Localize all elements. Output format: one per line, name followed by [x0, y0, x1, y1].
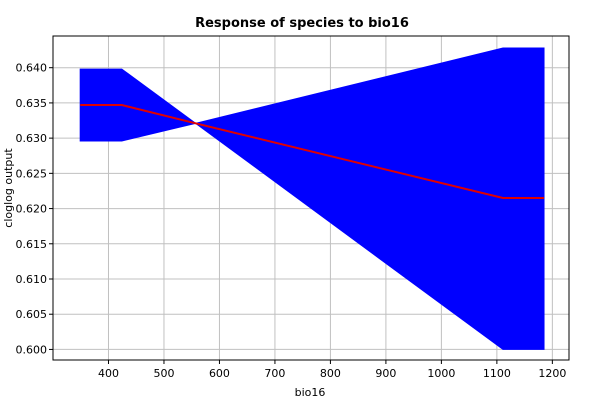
y-axis-label: cloglog output — [2, 148, 15, 228]
plot-frame — [52, 35, 570, 361]
y-axis-ticks: 0.600 0.605 0.610 0.615 0.620 0.625 0.630 0.635… — [16, 62, 53, 356]
x-tick-label: 900 — [375, 367, 396, 380]
y-tick-label: 0.625 — [16, 167, 48, 180]
x-tick-label: 400 — [98, 367, 119, 380]
mean-line-layer — [80, 104, 545, 199]
x-tick-label: 800 — [320, 367, 341, 380]
x-tick-label: 500 — [153, 367, 174, 380]
y-tick-label: 0.630 — [16, 132, 48, 145]
mean-response-line — [80, 104, 545, 199]
y-tick-label: 0.615 — [16, 238, 48, 251]
y-tick-label: 0.640 — [16, 62, 48, 75]
x-axis-ticks: 400 500 600 700 800 900 1000 1100 1200 — [98, 360, 566, 380]
y-tick-label: 0.600 — [16, 343, 48, 356]
x-tick-label: 1200 — [538, 367, 566, 380]
y-tick-label: 0.620 — [16, 203, 48, 216]
x-tick-label: 1000 — [427, 367, 455, 380]
x-tick-label: 1100 — [483, 367, 511, 380]
y-tick-label: 0.605 — [16, 308, 48, 321]
x-tick-label: 700 — [264, 367, 285, 380]
y-tick-label: 0.610 — [16, 273, 48, 286]
x-tick-label: 600 — [209, 367, 230, 380]
y-tick-label: 0.635 — [16, 97, 48, 110]
x-axis-label: bio16 — [295, 386, 326, 399]
chart-title: Response of species to bio16 — [195, 16, 409, 31]
